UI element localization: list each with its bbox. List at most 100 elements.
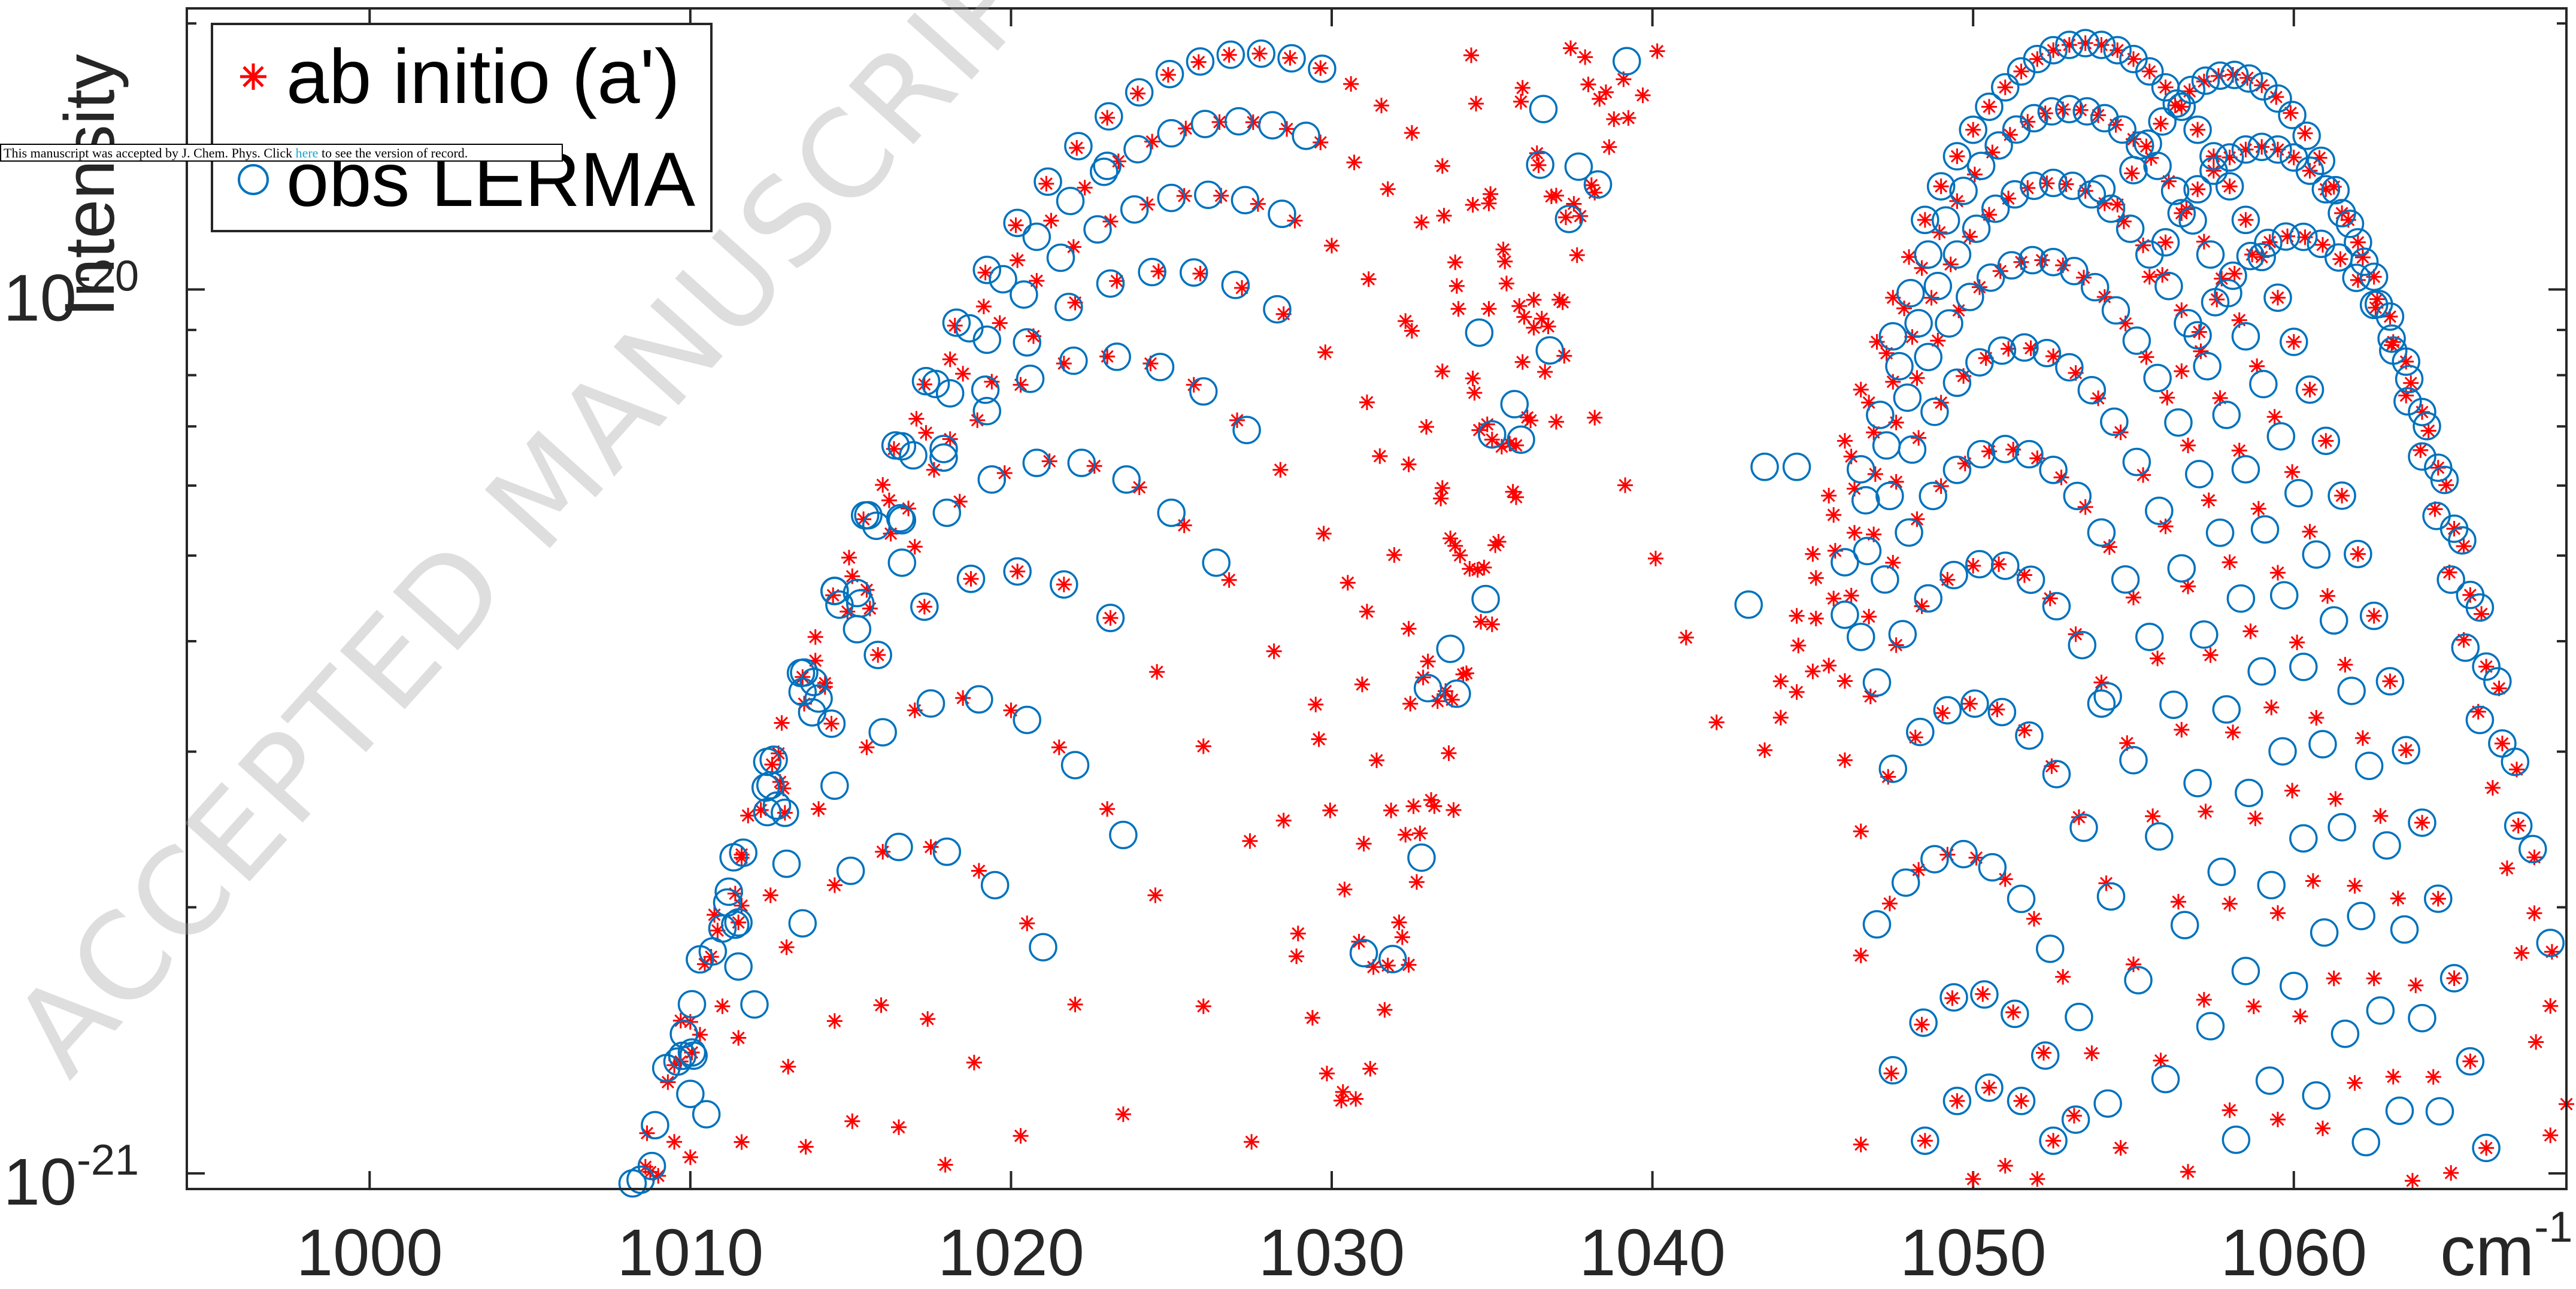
data-point [2039,36,2068,65]
data-point [1990,435,2020,463]
data-point [1022,448,1051,477]
data-point [910,592,939,621]
data-point [2347,902,2375,930]
data-point [1064,132,1093,160]
data-point [721,910,750,939]
data-point [1914,342,1942,372]
data-point [2191,66,2220,95]
data-point [1408,874,1425,890]
data-point [1942,240,1972,269]
data-point [1043,213,1059,229]
data-point [2183,115,2212,144]
data-point [1805,663,1821,680]
data-point [2302,381,2318,398]
data-point [2055,31,2084,59]
data-point [1378,945,1407,973]
data-point [2196,240,2225,269]
data-point [1942,1087,1972,1115]
data-point [2111,565,2140,594]
data-point [1821,487,1837,504]
data-point [2198,803,2214,820]
data-point [2289,653,2318,681]
data-point [2342,263,2371,292]
data-point [2526,905,2542,921]
data-point [2016,565,2045,595]
data-point [2328,199,2356,228]
data-point [2332,251,2348,267]
data-point [1976,263,2005,292]
data-point [1019,915,1035,932]
data-point [1831,600,1859,629]
data-point [1613,47,1641,75]
data-point [2201,492,2217,508]
data-point [682,1149,698,1165]
data-point [2160,177,2190,205]
data-point [2295,375,2325,404]
data-point [2077,375,2107,405]
data-point [1772,709,1789,726]
data-point [1949,839,1978,869]
data-point [1526,292,1542,308]
data-point [2205,518,2235,547]
data-point [2393,387,2422,416]
data-point [2026,911,2042,927]
data-point [1901,249,1917,265]
data-point [1029,272,1045,289]
data-point [1263,295,1292,324]
data-point [2222,178,2238,195]
data-point [724,952,753,981]
data-point [2212,401,2241,429]
data-point [686,945,714,974]
data-point [2324,243,2353,272]
data-point [2159,390,2175,406]
y-tick-label: 10-21 [4,1136,139,1219]
data-point [817,709,846,738]
data-point [1620,110,1636,126]
data-point [1933,395,1949,411]
data-point [724,908,753,937]
data-point [1067,448,1096,477]
data-point [1221,572,1237,588]
data-point [844,1113,860,1129]
data-point [1990,73,2020,102]
data-point [1853,381,1869,398]
data-point [2377,324,2406,353]
data-point [2326,970,2342,987]
data-point [1308,696,1324,712]
data-point [1577,49,1593,65]
data-point [1862,668,1892,697]
y-tick-exponent: -20 [77,253,139,301]
data-point [1495,241,1511,257]
data-point [2157,79,2174,95]
data-point [2207,857,2236,886]
x-tick-label: 1010 [617,1216,764,1289]
data-point [778,939,795,956]
data-point [2199,142,2228,171]
data-point [947,317,963,333]
data-point [1920,845,1949,874]
data-point [1313,60,1329,76]
data-point [2321,175,2350,205]
notice-version-link[interactable]: here [295,145,319,160]
data-point [932,498,962,527]
data-point [881,492,897,508]
data-point [666,1134,683,1150]
data-point [1386,547,1402,563]
data-point [2392,347,2420,376]
data-point [965,685,993,714]
data-point [2494,735,2510,751]
data-point [1420,653,1436,669]
data-point [2462,1053,2478,1069]
data-point [1463,47,1479,63]
data-point [2334,487,2350,504]
x-tick-labels: 1000 1010 1020 1030 1040 1050 1060 [296,1216,2367,1289]
data-point [2519,835,2547,863]
data-point [1557,209,1574,225]
data-point [2225,724,2241,741]
data-point [2023,44,2052,74]
data-point [826,1013,842,1029]
data-point [1473,614,1489,630]
data-point [2284,464,2301,480]
data-point [1583,170,1613,199]
